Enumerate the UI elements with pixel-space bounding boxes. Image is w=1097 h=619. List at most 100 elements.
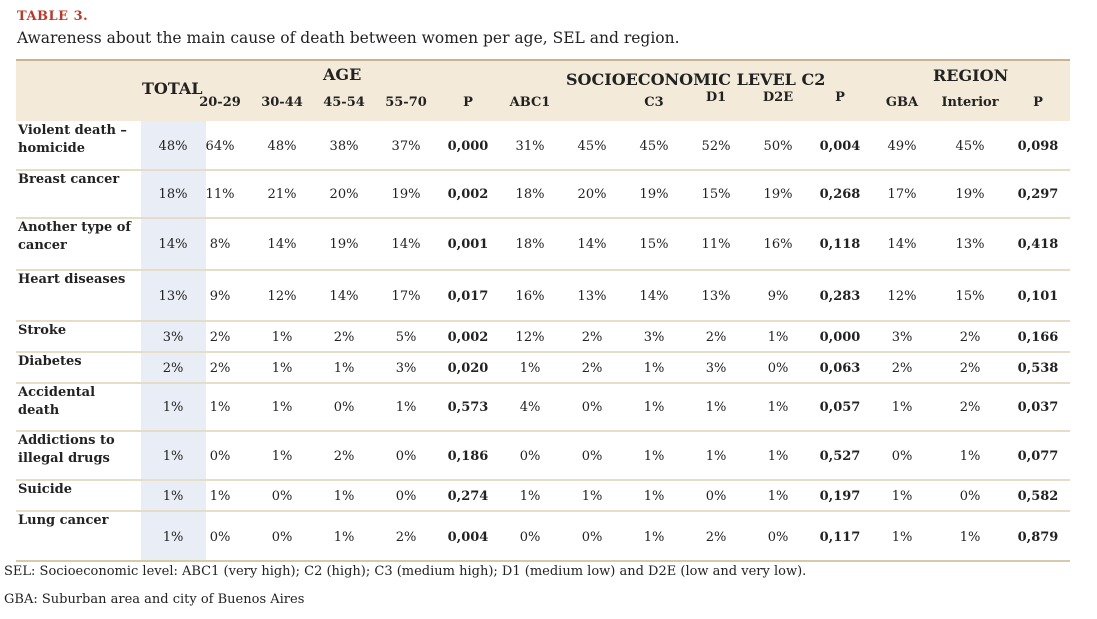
table-cell: 1% bbox=[767, 400, 789, 415]
column-header: ABC1 bbox=[509, 95, 551, 110]
table-cell: 2% bbox=[395, 529, 417, 545]
table-cell: 1% bbox=[519, 360, 541, 376]
row-divider bbox=[16, 510, 1070, 512]
table-cell: 1% bbox=[271, 360, 293, 376]
table-cell: 0,101 bbox=[1017, 288, 1059, 304]
footnote-gba: GBA: Suburban area and city of Buenos Ai… bbox=[4, 592, 305, 607]
table-cell: 2% bbox=[209, 329, 231, 345]
table-cell: 1% bbox=[271, 400, 293, 415]
table-cell: 12% bbox=[887, 288, 917, 304]
column-header: 45-54 bbox=[323, 95, 365, 110]
row-divider bbox=[16, 269, 1070, 271]
table-cell: 1% bbox=[705, 400, 727, 415]
table-cell: 17% bbox=[391, 288, 421, 304]
column-header: P bbox=[835, 90, 845, 105]
row-label: Violent death – homicide bbox=[18, 123, 127, 156]
column-header: D1 bbox=[705, 90, 727, 105]
table-cell: 0% bbox=[891, 448, 913, 464]
table-cell: 11% bbox=[205, 187, 235, 202]
table-cell: 0,573 bbox=[447, 400, 489, 415]
table-cell: 0,538 bbox=[1017, 360, 1059, 376]
table-cell: 1% bbox=[162, 400, 184, 415]
table-cell: 2% bbox=[209, 360, 231, 376]
table-cell: 0,004 bbox=[447, 529, 489, 545]
table-cell: 15% bbox=[955, 288, 985, 304]
row-label: Accidental death bbox=[18, 385, 96, 418]
table-cell: 0,879 bbox=[1017, 529, 1059, 545]
table-cell: 16% bbox=[515, 288, 545, 304]
table-cell: 1% bbox=[581, 488, 603, 504]
table-cell: 12% bbox=[515, 329, 545, 345]
table-cell: 0,117 bbox=[819, 529, 861, 545]
table-cell: 0% bbox=[767, 529, 789, 545]
column-header: C3 bbox=[644, 95, 664, 110]
table-cell: 1% bbox=[705, 448, 727, 464]
table-cell: 50% bbox=[763, 138, 793, 154]
table-cell: 0,283 bbox=[819, 288, 861, 304]
table-cell: 2% bbox=[162, 360, 184, 376]
row-label: Lung cancer bbox=[18, 513, 109, 528]
table-cell: 14% bbox=[639, 288, 669, 304]
table-cell: 0,274 bbox=[447, 488, 489, 504]
table-header bbox=[16, 59, 1070, 121]
row-divider bbox=[16, 217, 1070, 219]
table-cell: 14% bbox=[577, 237, 607, 252]
table-cell: 0% bbox=[581, 529, 603, 545]
table-cell: 2% bbox=[891, 360, 913, 376]
table-cell: 1% bbox=[643, 448, 665, 464]
table-cell: 1% bbox=[643, 360, 665, 376]
table-cell: 1% bbox=[891, 488, 913, 504]
table-caption: Awareness about the main cause of death … bbox=[17, 29, 680, 47]
table-cell: 12% bbox=[267, 288, 297, 304]
row-divider bbox=[16, 169, 1070, 171]
table-cell: 1% bbox=[162, 488, 184, 504]
table-cell: 3% bbox=[162, 329, 184, 345]
table-cell: 2% bbox=[959, 400, 981, 415]
column-header: 30-44 bbox=[261, 95, 303, 110]
table-cell: 1% bbox=[162, 448, 184, 464]
table-label: TABLE 3. bbox=[17, 9, 89, 24]
table-cell: 0,002 bbox=[447, 329, 489, 345]
table-cell: 18% bbox=[158, 187, 188, 202]
table-cell: 1% bbox=[643, 400, 665, 415]
table-cell: 19% bbox=[329, 237, 359, 252]
table-cell: 0,004 bbox=[819, 138, 861, 154]
table-cell: 21% bbox=[267, 187, 297, 202]
header-age: AGE bbox=[323, 65, 362, 84]
column-header: P bbox=[1033, 95, 1043, 110]
table-cell: 1% bbox=[333, 360, 355, 376]
table-cell: 18% bbox=[515, 237, 545, 252]
table-cell: 11% bbox=[701, 237, 731, 252]
table-cell: 3% bbox=[891, 329, 913, 345]
column-header: Interior bbox=[941, 95, 999, 110]
table-cell: 0% bbox=[395, 448, 417, 464]
row-label: Stroke bbox=[18, 323, 67, 338]
table-cell: 49% bbox=[887, 138, 917, 154]
table-cell: 2% bbox=[959, 329, 981, 345]
table-cell: 3% bbox=[395, 360, 417, 376]
table-cell: 1% bbox=[767, 488, 789, 504]
row-divider bbox=[16, 430, 1070, 432]
row-divider bbox=[16, 382, 1070, 384]
table-cell: 0,098 bbox=[1017, 138, 1059, 154]
table-cell: 4% bbox=[519, 400, 541, 415]
footnote-sel: SEL: Socioeconomic level: ABC1 (very hig… bbox=[4, 564, 807, 579]
table-cell: 1% bbox=[643, 488, 665, 504]
table-cell: 0% bbox=[209, 529, 231, 545]
table-cell: 0,000 bbox=[447, 138, 489, 154]
column-header: 20-29 bbox=[199, 95, 241, 110]
table-cell: 0% bbox=[519, 529, 541, 545]
row-label: Suicide bbox=[18, 482, 72, 497]
table-cell: 0,197 bbox=[819, 488, 861, 504]
table-cell: 0% bbox=[271, 488, 293, 504]
table-cell: 0,000 bbox=[819, 329, 861, 345]
table-cell: 5% bbox=[395, 329, 417, 345]
table-cell: 0,186 bbox=[447, 448, 489, 464]
table-cell: 13% bbox=[577, 288, 607, 304]
table-cell: 13% bbox=[701, 288, 731, 304]
table-cell: 0,527 bbox=[819, 448, 861, 464]
column-header: GBA bbox=[885, 95, 919, 110]
column-header: D2E bbox=[762, 90, 794, 105]
table-cell: 31% bbox=[515, 138, 545, 154]
table-cell: 9% bbox=[767, 288, 789, 304]
